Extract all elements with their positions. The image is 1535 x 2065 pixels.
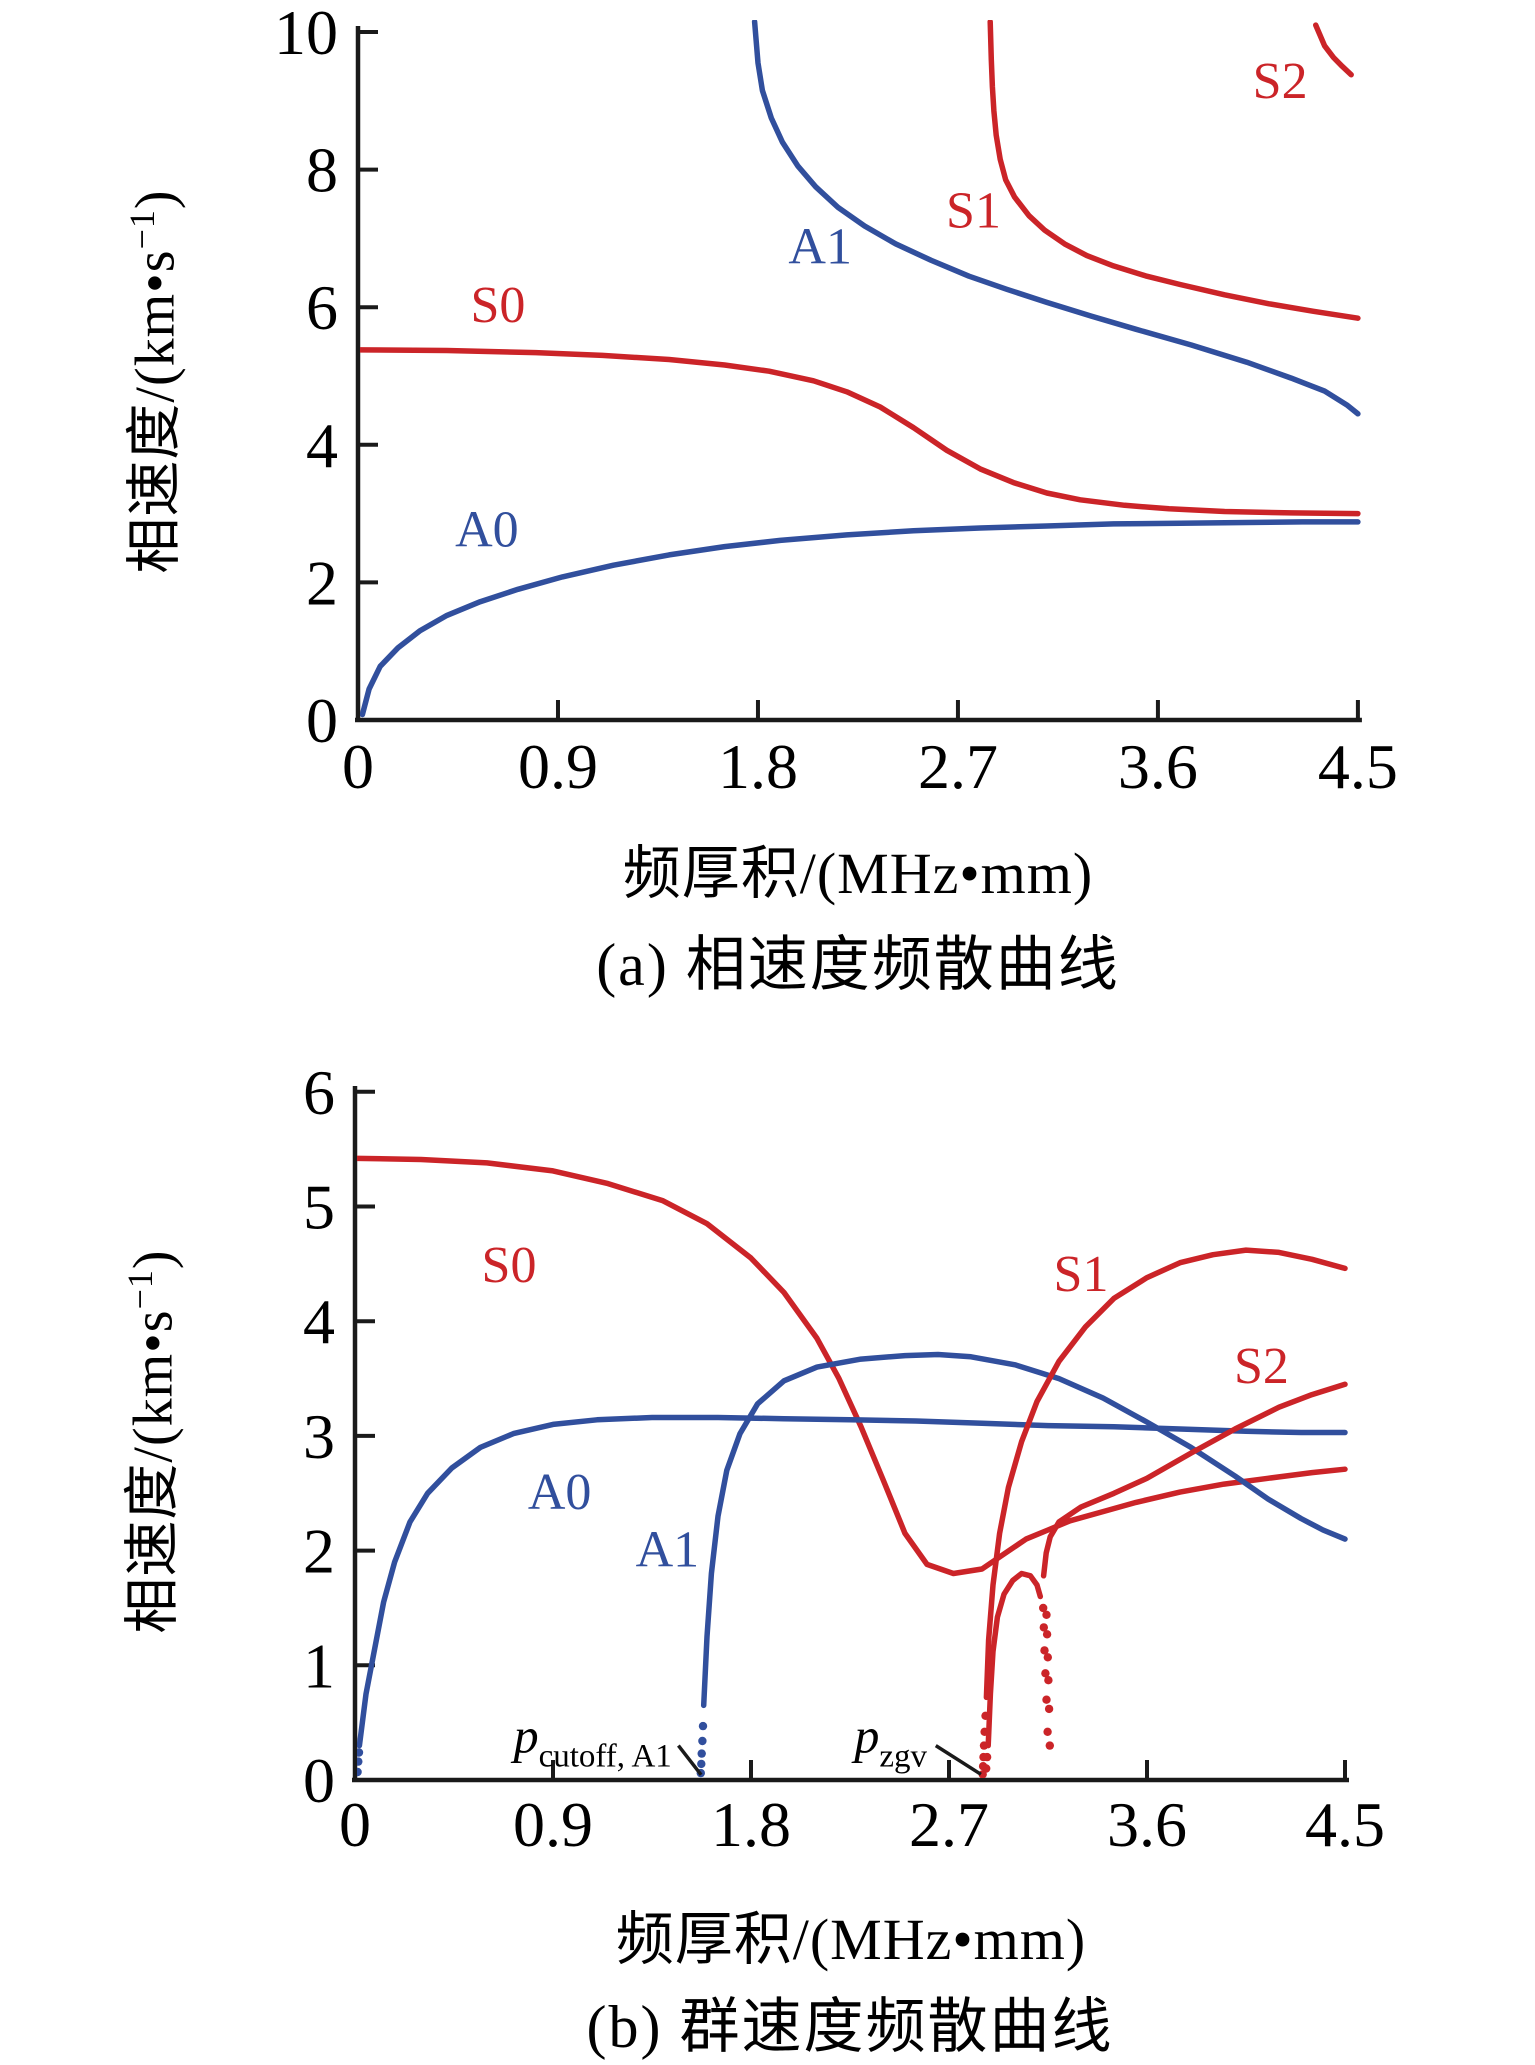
group-velocity-plot: 0 1 2 3 4 5 6 0 0.9 1.8 2.7 3.6 4.5 S0 A0 A1 S1 S2 pcutoff…: [0, 1040, 1535, 1910]
series-S1-label: S1: [946, 183, 1001, 240]
x-tick-label: 1.8: [711, 1789, 791, 1860]
series-A0-label: A0: [455, 502, 519, 559]
group-plot-y-axis-label: 相速度/(km•s−1): [108, 1062, 189, 1822]
y-axis-label-close: ): [124, 189, 187, 210]
group-velocity-svg: 0 1 2 3 4 5 6 0 0.9 1.8 2.7 3.6 4.5 S0 A0 A1 S1 S2 pcutoff…: [303, 1057, 1385, 1860]
series-A0-curve: [360, 519, 1361, 718]
series-S2-dot: [1042, 1695, 1051, 1704]
x-tick-label: 0.9: [513, 1789, 593, 1860]
x-tick-label: 0: [342, 731, 374, 800]
x-tick-label: 1.8: [718, 731, 798, 800]
y-axis-label-superscript: −1: [119, 1269, 160, 1310]
series-A1-dot: [697, 1759, 706, 1769]
phase-plot-x-axis-label: 频厚积/(MHz•mm): [622, 841, 1094, 906]
tick-marks-and-labels: 0 1 2 3 4 5 6 0 0.9 1.8 2.7 3.6 4.5: [303, 1057, 1385, 1860]
series-S0-label: S0: [482, 1237, 537, 1294]
axes: [352, 1086, 1349, 1783]
series-S2-dot: [1044, 1676, 1053, 1685]
y-tick-label: 3: [303, 1401, 335, 1472]
y-axis-label-close: ): [122, 1249, 185, 1270]
phase-velocity-plot: 0 2 4 6 8 10 0 0.9 1.8 2.7 3.6 4.5 S0 A0 A1 S1 S2: [0, 0, 1535, 802]
annotation-pointer-line: [934, 1744, 982, 1776]
series-A1-label: A1: [788, 218, 852, 275]
phase-plot-y-axis-label: 相速度/(km•s−1): [110, 2, 191, 762]
x-tick-label: 0: [339, 1789, 371, 1860]
series-S2-curve: [1040, 1381, 1348, 1579]
y-tick-label: 6: [303, 1057, 335, 1128]
x-tick-label: 4.5: [1305, 1789, 1385, 1860]
y-tick-label: 10: [274, 0, 338, 68]
x-tick-label: 3.6: [1107, 1789, 1187, 1860]
series-S2-curve: [1312, 22, 1354, 78]
y-axis-label-text: 相速度/(km•s: [122, 1309, 185, 1634]
y-tick-label: 4: [306, 410, 338, 481]
series-curves: [357, 1155, 1348, 1778]
series-S2-dot: [982, 1752, 992, 1762]
y-tick-label: 8: [306, 135, 338, 206]
y-tick-label: 4: [303, 1286, 335, 1357]
y-axis-label-superscript: −1: [121, 209, 162, 250]
series-S0-label: S0: [471, 277, 526, 334]
series-S2-dot: [1044, 1704, 1054, 1714]
series-S2-label: S2: [1253, 53, 1308, 110]
y-tick-label: 0: [303, 1745, 335, 1816]
y-tick-label: 2: [303, 1516, 335, 1587]
series-A0-dot: [357, 1757, 363, 1766]
x-tick-label: 2.7: [909, 1789, 989, 1860]
annotation-cutoff-A1: pcutoff, A1: [511, 1707, 672, 1774]
series-S1-curve: [983, 1247, 1348, 1701]
annotation-zgv: pzgv: [851, 1707, 927, 1774]
series-S2-dot: [1040, 1646, 1049, 1655]
axes: [355, 26, 1362, 723]
series-S0-curve: [360, 347, 1361, 517]
y-tick-label: 2: [306, 547, 338, 618]
annotation-pointer-line: [677, 1744, 703, 1776]
series-A0-curve: [357, 1414, 1348, 1749]
y-tick-label: 6: [306, 272, 338, 343]
series-A1-curve: [700, 1351, 1348, 1709]
series-S2-dot: [1042, 1630, 1052, 1639]
x-tick-label: 0.9: [518, 731, 598, 800]
y-tick-label: 5: [303, 1172, 335, 1243]
series-A1-label: A1: [636, 1521, 700, 1578]
series-S1-curve: [987, 20, 1361, 321]
series-S2-dot: [1042, 1610, 1051, 1619]
group-plot-caption: (b) 群速度频散曲线: [586, 1994, 1114, 2060]
y-axis-label-text: 相速度/(km•s: [124, 249, 187, 574]
series-S2-dot: [1041, 1669, 1050, 1678]
series-A0-label: A0: [528, 1464, 592, 1521]
series-S1-label: S1: [1054, 1246, 1109, 1303]
x-tick-label: 4.5: [1318, 731, 1398, 800]
x-tick-label: 2.7: [918, 731, 998, 800]
series-S2-label: S2: [1234, 1338, 1289, 1395]
series-S2-dot: [1043, 1653, 1053, 1662]
series-S2-dot: [1045, 1741, 1055, 1750]
series-A1-dot: [698, 1736, 707, 1746]
phase-plot-caption: (a) 相速度频散曲线: [596, 932, 1120, 998]
phase-velocity-svg: 0 2 4 6 8 10 0 0.9 1.8 2.7 3.6 4.5 S0 A0 A1 S1 S2: [274, 0, 1398, 802]
series-S0-curve: [357, 1155, 1348, 1577]
series-A0-dot: [357, 1767, 362, 1777]
series-S2-dot: [1039, 1603, 1048, 1613]
series-S2-dot: [982, 1764, 991, 1773]
series-A1-dot: [697, 1749, 706, 1758]
x-tick-label: 3.6: [1118, 731, 1198, 800]
series-S2-dot: [1043, 1727, 1052, 1736]
tick-marks-and-labels: 0 2 4 6 8 10 0 0.9 1.8 2.7 3.6 4.5: [274, 0, 1398, 802]
series-S2-dot: [1039, 1623, 1049, 1632]
group-plot-x-axis-label: 频厚积/(MHz•mm): [615, 1907, 1087, 1972]
series-A1-curve: [751, 20, 1361, 417]
series-A0-dot: [357, 1748, 364, 1757]
series-A1-dot: [698, 1721, 708, 1731]
series-curves: [360, 20, 1361, 718]
y-tick-label: 1: [303, 1630, 335, 1701]
y-tick-label: 0: [306, 685, 338, 756]
series-S2-curve: [985, 1570, 1044, 1749]
